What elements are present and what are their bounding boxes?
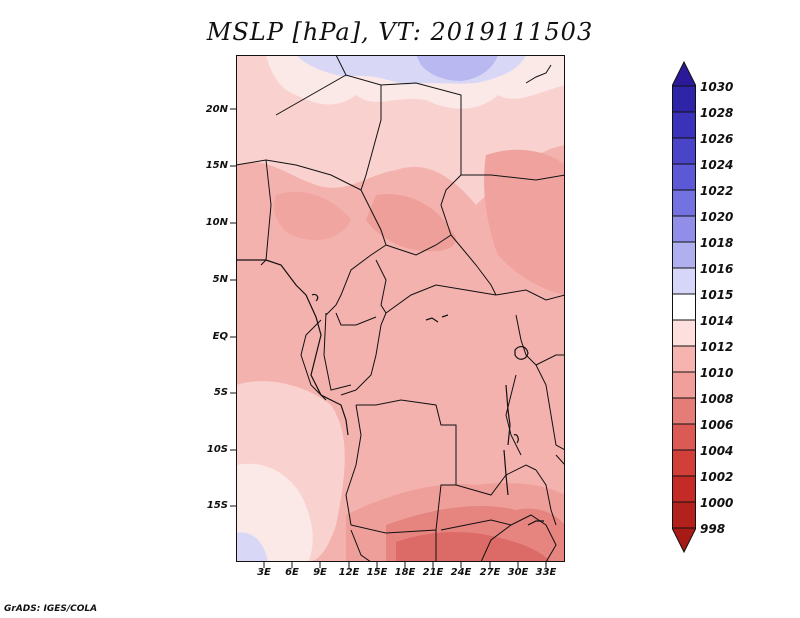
colorbar-segment bbox=[672, 345, 696, 373]
colorbar-label: 1000 bbox=[700, 496, 734, 510]
lon-label: 18E bbox=[394, 567, 416, 578]
colorbar-segment bbox=[672, 111, 696, 139]
lat-label: 15N bbox=[205, 160, 228, 171]
coastline bbox=[236, 259, 349, 436]
colorbar-label: 1015 bbox=[700, 288, 734, 302]
lon-label: 15E bbox=[366, 567, 388, 578]
footer-credit: GrADS: IGES/COLA bbox=[4, 604, 98, 614]
field-1008-central bbox=[366, 194, 457, 252]
colorbar-label: 1006 bbox=[700, 418, 734, 432]
field-1016-north bbox=[416, 55, 498, 81]
red-sea-coast bbox=[525, 64, 552, 84]
colorbar-segment bbox=[672, 423, 696, 451]
colorbar-cap-bottom bbox=[672, 527, 696, 554]
lon-label: 33E bbox=[535, 567, 557, 578]
lon-label: 3E bbox=[257, 567, 271, 578]
colorbar-cap-top bbox=[672, 60, 696, 87]
colorbar-label: 1020 bbox=[700, 210, 734, 224]
field-1008-east bbox=[484, 149, 565, 295]
country-borders bbox=[236, 55, 565, 562]
chart-title: MSLP [hPa], VT: 2019111503 bbox=[206, 18, 594, 46]
lon-label: 30E bbox=[507, 567, 529, 578]
colorbar-label: 1012 bbox=[700, 340, 734, 354]
map-frame bbox=[236, 55, 565, 562]
field-1004-south bbox=[396, 532, 551, 562]
colorbar-label: 998 bbox=[700, 522, 726, 536]
colorbar-segment bbox=[672, 137, 696, 165]
lon-label: 9E bbox=[313, 567, 327, 578]
colorbar-segment bbox=[672, 163, 696, 191]
lon-label: 24E bbox=[450, 567, 472, 578]
mslp-map bbox=[236, 55, 565, 562]
lakes bbox=[425, 314, 544, 526]
colorbar-label: 1024 bbox=[700, 158, 734, 172]
colorbar-segment bbox=[672, 215, 696, 243]
colorbar-label: 1028 bbox=[700, 106, 734, 120]
colorbar-label: 1030 bbox=[700, 80, 734, 94]
lat-label: EQ bbox=[212, 331, 228, 342]
colorbar-segment bbox=[672, 267, 696, 295]
lat-label: 20N bbox=[205, 104, 228, 115]
lon-label: 27E bbox=[479, 567, 501, 578]
colorbar-segment bbox=[672, 189, 696, 217]
colorbar-label: 1002 bbox=[700, 470, 734, 484]
colorbar-label: 1016 bbox=[700, 262, 734, 276]
colorbar-segment bbox=[672, 501, 696, 529]
colorbar-label: 1014 bbox=[700, 314, 734, 328]
colorbar bbox=[672, 60, 696, 554]
lon-label: 6E bbox=[285, 567, 299, 578]
lon-label: 12E bbox=[338, 567, 360, 578]
lat-label: 10S bbox=[206, 444, 228, 455]
colorbar-label: 1018 bbox=[700, 236, 734, 250]
colorbar-segment bbox=[672, 293, 696, 321]
field-1015-southwest bbox=[236, 532, 268, 562]
lat-label: 5S bbox=[213, 387, 228, 398]
colorbar-label: 1004 bbox=[700, 444, 734, 458]
colorbar-segment bbox=[672, 241, 696, 269]
colorbar-segment bbox=[672, 319, 696, 347]
colorbar-segment bbox=[672, 449, 696, 477]
colorbar-label: 1010 bbox=[700, 366, 734, 380]
field-1008-nigeria bbox=[274, 191, 351, 240]
colorbar-label: 1008 bbox=[700, 392, 734, 406]
colorbar-segment bbox=[672, 475, 696, 503]
lat-label: 5N bbox=[212, 274, 228, 285]
colorbar-segment bbox=[672, 85, 696, 113]
lon-label: 21E bbox=[422, 567, 444, 578]
colorbar-segment bbox=[672, 397, 696, 425]
colorbar-segment bbox=[672, 371, 696, 399]
lat-label: 15S bbox=[206, 500, 228, 511]
colorbar-label: 1022 bbox=[700, 184, 734, 198]
colorbar-label: 1026 bbox=[700, 132, 734, 146]
lat-label: 10N bbox=[205, 217, 228, 228]
field-1010-lakes bbox=[504, 309, 546, 375]
